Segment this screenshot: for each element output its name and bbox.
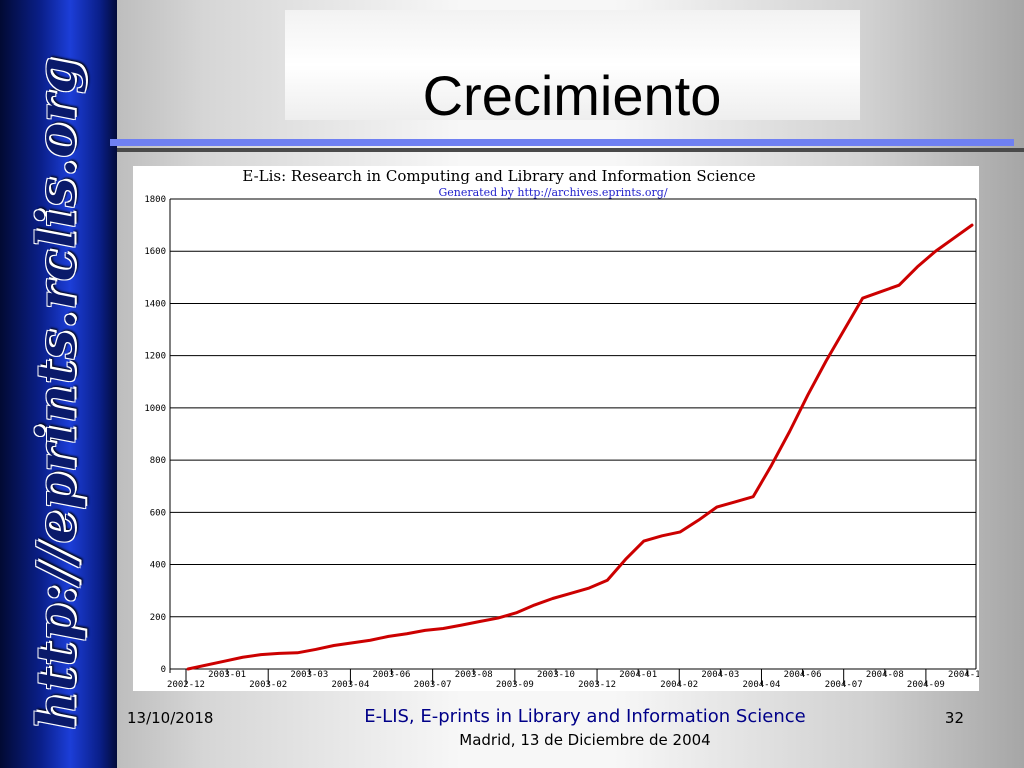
footer-place: Madrid, 13 de Diciembre de 2004 (459, 731, 711, 749)
axis-layer: 0 200 400 600 800 1000 1200 1400 1600 1800 2002-12… (144, 195, 979, 690)
x-tick-label: 2004-09 (907, 680, 945, 690)
x-tick-label: 2003-01 (208, 670, 246, 680)
x-tick-label: 2004-03 (701, 670, 739, 680)
x-tick-label: 2004-07 (825, 680, 863, 690)
x-tick-label: 2004-10 (948, 670, 979, 680)
x-tick-label: 2003-06 (373, 670, 411, 680)
x-tick-label: 2004-04 (743, 680, 781, 690)
y-tick-label: 1400 (144, 299, 166, 309)
y-tick-label: 800 (150, 456, 166, 466)
x-tick-label: 2003-04 (331, 680, 369, 690)
x-tick-label: 2002-12 (167, 680, 205, 690)
x-tick-label: 2004-02 (660, 680, 698, 690)
chart-title: E-Lis: Research in Computing and Library… (242, 167, 755, 185)
x-tick-label: 2004-06 (784, 670, 822, 680)
x-tick-label: 2003-09 (496, 680, 534, 690)
y-tick-label: 200 (150, 613, 166, 623)
y-tick-label: 1600 (144, 247, 166, 257)
x-tick-label: 2003-03 (290, 670, 328, 680)
y-tick-label: 1800 (144, 195, 166, 205)
x-tick-label: 2003-07 (414, 680, 452, 690)
x-tick-label: 2003-12 (578, 680, 616, 690)
y-tick-label: 600 (150, 508, 166, 518)
side-url-logo: http://eprints.rclis.org (26, 56, 88, 730)
grid-layer (170, 198, 976, 670)
x-tick-label: 2004-08 (866, 670, 904, 680)
x-tick-label: 2003-10 (537, 670, 575, 680)
y-tick-label: 1000 (144, 404, 166, 414)
y-tick-label: 1200 (144, 352, 166, 362)
x-tick-label: 2003-08 (455, 670, 493, 680)
title-rule-dark (117, 148, 1024, 152)
page-number: 32 (944, 709, 964, 727)
series-layer (186, 223, 974, 671)
x-tick-label: 2003-02 (249, 680, 287, 690)
sidebar-band: http://eprints.rclis.org (0, 0, 117, 768)
y-tick-label: 0 (161, 665, 166, 675)
title-rule-blue (110, 139, 1014, 146)
footer-date: 13/10/2018 (127, 709, 214, 727)
footer-org: E-LIS, E-prints in Library and Informati… (364, 706, 806, 727)
y-tick-label: 400 (150, 561, 166, 571)
chart-subtitle: Generated by http://archives.eprints.org… (438, 186, 667, 199)
title-panel (285, 10, 860, 120)
series-line (186, 223, 974, 671)
chart-frame: E-Lis: Research in Computing and Library… (133, 166, 979, 691)
line-chart: E-Lis: Research in Computing and Library… (144, 167, 979, 690)
slide-title: Crecimiento (422, 64, 722, 127)
x-tick-label: 2004-01 (619, 670, 657, 680)
